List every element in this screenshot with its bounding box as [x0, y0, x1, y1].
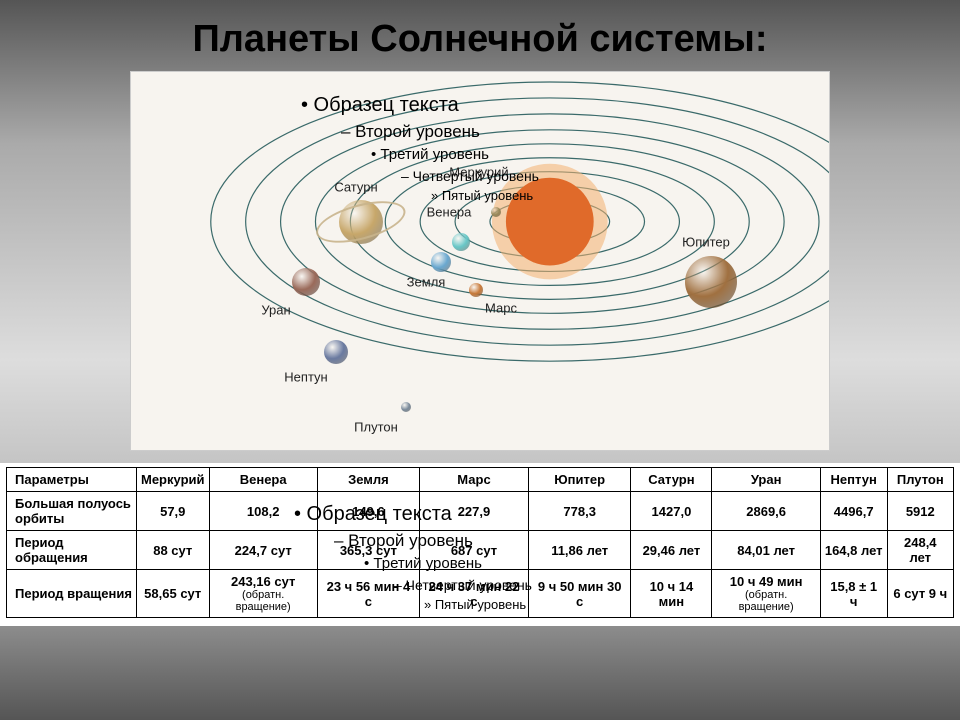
cell: 2869,6 [712, 492, 820, 531]
cell: 10 ч 14 мин [631, 570, 712, 618]
planet-Плутон [401, 402, 411, 412]
placeholder-text: • Образец текста [301, 94, 459, 117]
planet-Нептун [324, 340, 348, 364]
cell: 778,3 [528, 492, 630, 531]
cell: 248,4 лет [887, 531, 953, 570]
col-header: Марс [419, 468, 528, 492]
cell: 11,86 лет [528, 531, 630, 570]
planet-Юпитер [685, 256, 737, 308]
cell: 4496,7 [820, 492, 887, 531]
col-header: Параметры [7, 468, 137, 492]
cell: 57,9 [137, 492, 210, 531]
planet-table-wrap: ПараметрыМеркурийВенераЗемляМарсЮпитерСа… [0, 463, 960, 626]
cell: 243,16 сут(обратн. вращение) [209, 570, 317, 618]
row-label: Период вращения [7, 570, 137, 618]
cell: 15,8 ± 1 ч [820, 570, 887, 618]
planet-table: ПараметрыМеркурийВенераЗемляМарсЮпитерСа… [6, 467, 954, 618]
planet-label: Юпитер [682, 235, 730, 250]
col-header: Сатурн [631, 468, 712, 492]
planet-label: Марс [485, 301, 517, 316]
col-header: Уран [712, 468, 820, 492]
cell: 58,65 сут [137, 570, 210, 618]
cell: 224,7 сут [209, 531, 317, 570]
planet-label: Нептун [284, 370, 327, 385]
planet-label: Земля [407, 275, 446, 290]
planet-label: Плутон [354, 420, 398, 435]
planet-label: Венера [427, 205, 472, 220]
placeholder-text: » Пятый уровень [431, 188, 533, 203]
cell: 29,46 лет [631, 531, 712, 570]
planet-Земля [431, 252, 451, 272]
col-header: Земля [317, 468, 419, 492]
cell: 1427,0 [631, 492, 712, 531]
solar-system-diagram: МеркурийВенераЗемляМарсЮпитерСатурнУранН… [130, 71, 830, 451]
row-label: Период обращения [7, 531, 137, 570]
row-label: Большая полуось орбиты [7, 492, 137, 531]
col-header: Нептун [820, 468, 887, 492]
cell: 164,8 лет [820, 531, 887, 570]
placeholder-text: – Четвертый уровень [401, 168, 539, 184]
placeholder-text: • Образец текста [294, 503, 452, 526]
planet-label: Уран [261, 303, 290, 318]
placeholder-text: – Второй уровень [341, 122, 480, 142]
col-header: Меркурий [137, 468, 210, 492]
page-title: Планеты Солнечной системы: [0, 0, 960, 71]
planet-Марс [469, 283, 483, 297]
placeholder-text: • Третий уровень [371, 146, 489, 163]
col-header: Юпитер [528, 468, 630, 492]
col-header: Плутон [887, 468, 953, 492]
cell: 10 ч 49 мин(обратн. вращение) [712, 570, 820, 618]
placeholder-text: – Четвертый уровень [394, 577, 532, 593]
col-header: Венера [209, 468, 317, 492]
cell: 84,01 лет [712, 531, 820, 570]
planet-label: Сатурн [334, 180, 377, 195]
placeholder-text: • Третий уровень [364, 555, 482, 572]
placeholder-text: – Второй уровень [334, 531, 473, 551]
cell: 88 сут [137, 531, 210, 570]
planet-Венера [452, 233, 470, 251]
planet-Меркурий [491, 207, 501, 217]
cell: 6 сут 9 ч [887, 570, 953, 618]
cell: 9 ч 50 мин 30 с [528, 570, 630, 618]
cell: 5912 [887, 492, 953, 531]
table-row: Большая полуось орбиты57,9108,2149,6227,… [7, 492, 954, 531]
planet-Сатурн [339, 200, 383, 244]
planet-Уран [292, 268, 320, 296]
placeholder-text: » Пятый уровень [424, 597, 526, 612]
